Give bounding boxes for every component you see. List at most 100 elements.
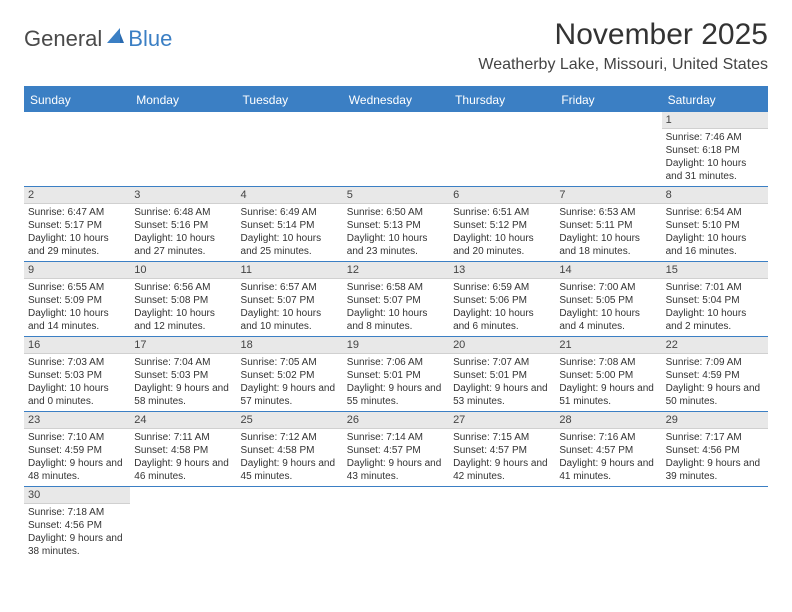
day-number: 6 [449, 187, 555, 204]
sunset-text: Sunset: 5:01 PM [453, 369, 551, 382]
sunset-text: Sunset: 4:57 PM [453, 444, 551, 457]
dow-monday: Monday [130, 88, 236, 112]
daylight-text: Daylight: 10 hours and 18 minutes. [559, 232, 657, 258]
sunset-text: Sunset: 5:17 PM [28, 219, 126, 232]
day-cell: 7Sunrise: 6:53 AMSunset: 5:11 PMDaylight… [555, 187, 661, 261]
day-number: 7 [555, 187, 661, 204]
day-cell: 19Sunrise: 7:06 AMSunset: 5:01 PMDayligh… [343, 337, 449, 411]
day-number: 11 [237, 262, 343, 279]
daylight-text: Daylight: 10 hours and 27 minutes. [134, 232, 232, 258]
sunrise-text: Sunrise: 7:17 AM [666, 431, 764, 444]
daylight-text: Daylight: 9 hours and 53 minutes. [453, 382, 551, 408]
daylight-text: Daylight: 10 hours and 2 minutes. [666, 307, 764, 333]
sunrise-text: Sunrise: 7:01 AM [666, 281, 764, 294]
daylight-text: Daylight: 9 hours and 46 minutes. [134, 457, 232, 483]
sunrise-text: Sunrise: 6:49 AM [241, 206, 339, 219]
day-body: Sunrise: 7:16 AMSunset: 4:57 PMDaylight:… [555, 429, 661, 486]
sunrise-text: Sunrise: 6:56 AM [134, 281, 232, 294]
sunset-text: Sunset: 4:58 PM [134, 444, 232, 457]
sunset-text: Sunset: 5:10 PM [666, 219, 764, 232]
sunrise-text: Sunrise: 7:04 AM [134, 356, 232, 369]
sunrise-text: Sunrise: 6:51 AM [453, 206, 551, 219]
week-row: 23Sunrise: 7:10 AMSunset: 4:59 PMDayligh… [24, 412, 768, 487]
sunset-text: Sunset: 4:57 PM [347, 444, 445, 457]
sunrise-text: Sunrise: 7:03 AM [28, 356, 126, 369]
sunrise-text: Sunrise: 6:53 AM [559, 206, 657, 219]
day-cell: 26Sunrise: 7:14 AMSunset: 4:57 PMDayligh… [343, 412, 449, 486]
day-body: Sunrise: 7:03 AMSunset: 5:03 PMDaylight:… [24, 354, 130, 411]
sunset-text: Sunset: 5:02 PM [241, 369, 339, 382]
day-cell: 13Sunrise: 6:59 AMSunset: 5:06 PMDayligh… [449, 262, 555, 336]
daylight-text: Daylight: 10 hours and 0 minutes. [28, 382, 126, 408]
location: Weatherby Lake, Missouri, United States [478, 56, 768, 74]
sunset-text: Sunset: 4:59 PM [666, 369, 764, 382]
sunrise-text: Sunrise: 7:14 AM [347, 431, 445, 444]
day-body: Sunrise: 6:56 AMSunset: 5:08 PMDaylight:… [130, 279, 236, 336]
dow-thursday: Thursday [449, 88, 555, 112]
day-cell [555, 487, 661, 561]
day-cell [662, 487, 768, 561]
daylight-text: Daylight: 9 hours and 57 minutes. [241, 382, 339, 408]
daylight-text: Daylight: 10 hours and 31 minutes. [666, 157, 764, 183]
day-number: 28 [555, 412, 661, 429]
sunrise-text: Sunrise: 7:12 AM [241, 431, 339, 444]
day-cell: 29Sunrise: 7:17 AMSunset: 4:56 PMDayligh… [662, 412, 768, 486]
month-title: November 2025 [478, 18, 768, 52]
header: General Blue November 2025 Weatherby Lak… [0, 0, 792, 82]
day-body: Sunrise: 7:18 AMSunset: 4:56 PMDaylight:… [24, 504, 130, 561]
day-number: 17 [130, 337, 236, 354]
day-body: Sunrise: 6:59 AMSunset: 5:06 PMDaylight:… [449, 279, 555, 336]
day-number: 18 [237, 337, 343, 354]
day-body: Sunrise: 7:06 AMSunset: 5:01 PMDaylight:… [343, 354, 449, 411]
sunrise-text: Sunrise: 6:50 AM [347, 206, 445, 219]
dow-saturday: Saturday [662, 88, 768, 112]
daylight-text: Daylight: 10 hours and 6 minutes. [453, 307, 551, 333]
sunrise-text: Sunrise: 7:10 AM [28, 431, 126, 444]
dow-tuesday: Tuesday [237, 88, 343, 112]
day-number: 4 [237, 187, 343, 204]
day-cell: 28Sunrise: 7:16 AMSunset: 4:57 PMDayligh… [555, 412, 661, 486]
sunrise-text: Sunrise: 6:57 AM [241, 281, 339, 294]
day-number: 30 [24, 487, 130, 504]
day-cell: 6Sunrise: 6:51 AMSunset: 5:12 PMDaylight… [449, 187, 555, 261]
sunset-text: Sunset: 4:56 PM [28, 519, 126, 532]
sunset-text: Sunset: 5:01 PM [347, 369, 445, 382]
sunset-text: Sunset: 5:03 PM [28, 369, 126, 382]
day-number: 8 [662, 187, 768, 204]
day-cell: 5Sunrise: 6:50 AMSunset: 5:13 PMDaylight… [343, 187, 449, 261]
day-cell: 4Sunrise: 6:49 AMSunset: 5:14 PMDaylight… [237, 187, 343, 261]
daylight-text: Daylight: 9 hours and 42 minutes. [453, 457, 551, 483]
day-cell: 24Sunrise: 7:11 AMSunset: 4:58 PMDayligh… [130, 412, 236, 486]
day-number: 10 [130, 262, 236, 279]
sunset-text: Sunset: 4:59 PM [28, 444, 126, 457]
day-body: Sunrise: 7:10 AMSunset: 4:59 PMDaylight:… [24, 429, 130, 486]
week-row: 30Sunrise: 7:18 AMSunset: 4:56 PMDayligh… [24, 487, 768, 561]
calendar: Sunday Monday Tuesday Wednesday Thursday… [24, 86, 768, 561]
day-number: 15 [662, 262, 768, 279]
day-body: Sunrise: 7:17 AMSunset: 4:56 PMDaylight:… [662, 429, 768, 486]
sunset-text: Sunset: 5:07 PM [241, 294, 339, 307]
sunrise-text: Sunrise: 7:05 AM [241, 356, 339, 369]
daylight-text: Daylight: 10 hours and 12 minutes. [134, 307, 232, 333]
day-cell: 17Sunrise: 7:04 AMSunset: 5:03 PMDayligh… [130, 337, 236, 411]
sunrise-text: Sunrise: 7:46 AM [666, 131, 764, 144]
day-body: Sunrise: 7:14 AMSunset: 4:57 PMDaylight:… [343, 429, 449, 486]
sunrise-text: Sunrise: 7:08 AM [559, 356, 657, 369]
day-cell: 14Sunrise: 7:00 AMSunset: 5:05 PMDayligh… [555, 262, 661, 336]
day-body: Sunrise: 7:00 AMSunset: 5:05 PMDaylight:… [555, 279, 661, 336]
sunset-text: Sunset: 5:05 PM [559, 294, 657, 307]
daylight-text: Daylight: 10 hours and 14 minutes. [28, 307, 126, 333]
day-body: Sunrise: 7:11 AMSunset: 4:58 PMDaylight:… [130, 429, 236, 486]
day-body: Sunrise: 7:15 AMSunset: 4:57 PMDaylight:… [449, 429, 555, 486]
daylight-text: Daylight: 10 hours and 10 minutes. [241, 307, 339, 333]
logo-text-general: General [24, 26, 102, 52]
day-number: 14 [555, 262, 661, 279]
day-number: 5 [343, 187, 449, 204]
day-body: Sunrise: 6:58 AMSunset: 5:07 PMDaylight:… [343, 279, 449, 336]
day-cell [237, 112, 343, 186]
day-number: 3 [130, 187, 236, 204]
day-number: 24 [130, 412, 236, 429]
sunrise-text: Sunrise: 6:59 AM [453, 281, 551, 294]
sunset-text: Sunset: 5:14 PM [241, 219, 339, 232]
day-cell: 9Sunrise: 6:55 AMSunset: 5:09 PMDaylight… [24, 262, 130, 336]
